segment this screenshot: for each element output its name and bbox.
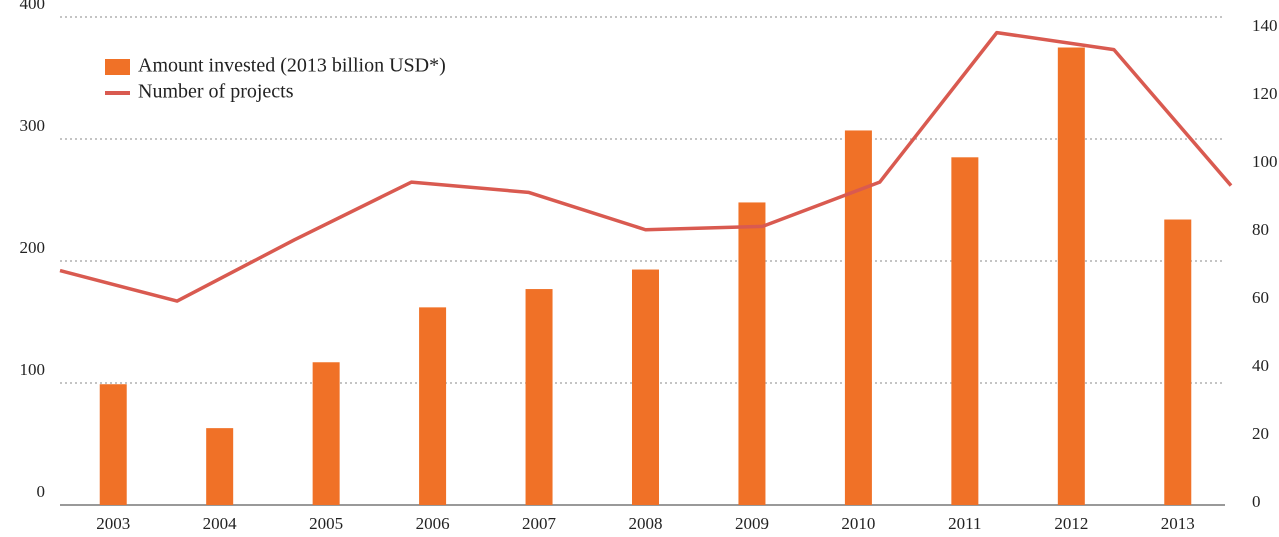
bar xyxy=(312,362,340,505)
y-tick-label: 0 xyxy=(37,482,46,501)
bar xyxy=(99,384,127,505)
y2-tick-label: 20 xyxy=(1252,424,1269,443)
y2-tick-label: 100 xyxy=(1252,152,1278,171)
y-tick-label: 200 xyxy=(20,238,46,257)
y2-tick-label: 40 xyxy=(1252,356,1269,375)
bar xyxy=(951,157,979,506)
bar xyxy=(1164,219,1192,505)
bar xyxy=(419,307,447,505)
x-tick-label: 2010 xyxy=(841,514,875,533)
y2-tick-label: 80 xyxy=(1252,220,1269,239)
y-tick-label: 400 xyxy=(20,0,46,13)
bar xyxy=(1057,47,1085,505)
x-tick-label: 2009 xyxy=(735,514,769,533)
x-tick-label: 2006 xyxy=(416,514,450,533)
x-tick-label: 2005 xyxy=(309,514,343,533)
line xyxy=(59,30,1233,303)
legend-label: Number of projects xyxy=(138,81,294,103)
y-tick-label: 300 xyxy=(20,116,46,135)
x-tick-label: 2008 xyxy=(629,514,663,533)
x-tick-label: 2007 xyxy=(522,514,557,533)
y2-tick-label: 140 xyxy=(1252,16,1278,35)
x-tick-label: 2004 xyxy=(203,514,238,533)
bar xyxy=(632,269,659,505)
y2-tick-label: 60 xyxy=(1252,288,1269,307)
y2-tick-label: 120 xyxy=(1252,84,1278,103)
x-tick-label: 2011 xyxy=(948,514,981,533)
x-tick-label: 2013 xyxy=(1161,514,1195,533)
y2-tick-label: 0 xyxy=(1252,492,1261,511)
x-tick-label: 2003 xyxy=(96,514,130,533)
bar xyxy=(206,428,234,505)
bar xyxy=(738,202,766,505)
x-tick-label: 2012 xyxy=(1054,514,1088,533)
bar xyxy=(525,289,553,505)
legend-swatch xyxy=(105,91,130,95)
legend-label: Amount invested (2013 billion USD*) xyxy=(138,55,446,77)
y-tick-label: 100 xyxy=(20,360,46,379)
legend-swatch xyxy=(105,59,130,75)
